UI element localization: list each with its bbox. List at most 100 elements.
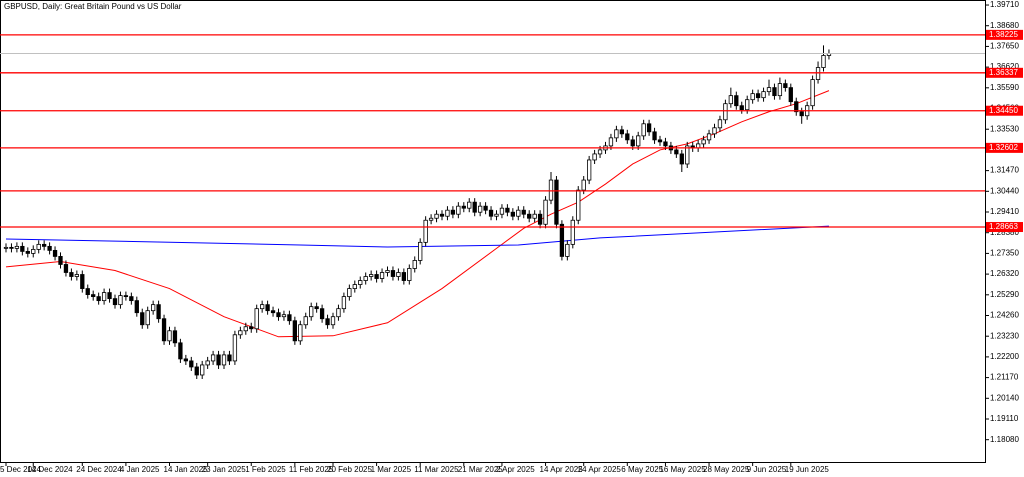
x-tick-label: 20 Feb 2025: [327, 465, 372, 474]
candle-body: [488, 209, 494, 217]
candle-body: [385, 270, 390, 273]
candle-body: [336, 308, 341, 318]
x-tick-label: 23 Jan 2025: [202, 465, 247, 474]
candle-body: [717, 119, 723, 129]
candle-body: [227, 354, 232, 362]
x-tick-label: 14 Dec 2024: [27, 465, 73, 474]
candle-body: [396, 272, 401, 277]
y-tick-label: 1.21170: [990, 373, 1019, 382]
candle-body: [516, 209, 521, 217]
candle-body: [652, 131, 657, 141]
candle-body: [679, 153, 684, 165]
candle-body: [734, 95, 739, 107]
candle-body: [439, 213, 445, 217]
x-tick-label: 28 May 2025: [703, 465, 750, 474]
candle-body: [42, 243, 47, 247]
candle-body: [592, 153, 597, 161]
candle-body: [134, 300, 139, 314]
candle-body: [450, 209, 456, 215]
candle-body: [221, 354, 227, 366]
candle-body: [777, 83, 783, 97]
x-tick-label: 14 Apr 2025: [540, 465, 584, 474]
candle-body: [330, 316, 336, 326]
candle-body: [472, 201, 477, 213]
candle-body: [232, 334, 238, 362]
candle-body: [570, 219, 575, 245]
y-tick-label: 1.20140: [990, 393, 1019, 402]
candle-body: [205, 360, 210, 366]
x-tick-label: 24 Dec 2024: [76, 465, 122, 474]
candle-body: [445, 209, 450, 217]
candle-body: [123, 295, 129, 298]
candle-body: [249, 326, 254, 330]
candle-body: [641, 123, 646, 137]
candle-body: [194, 366, 199, 376]
candle-body: [674, 149, 679, 155]
candle-body: [537, 213, 543, 225]
candle-body: [140, 312, 145, 326]
level-label: 1.28663: [989, 222, 1018, 231]
candle-body: [281, 314, 287, 318]
candle-body: [428, 217, 434, 221]
level-label-box: [986, 29, 1023, 40]
candle-body: [483, 205, 488, 211]
candle-body: [96, 296, 101, 302]
candle-body: [783, 83, 788, 89]
candle-body: [145, 310, 150, 326]
candle-body: [657, 139, 663, 143]
candle-body: [292, 320, 298, 342]
candle-body: [663, 141, 668, 147]
candle-body: [532, 213, 537, 219]
candle-body: [706, 133, 712, 141]
candle-body: [183, 358, 189, 362]
candle-body: [107, 292, 112, 300]
candle-body: [510, 211, 516, 217]
candle-body: [161, 318, 167, 342]
candle-body: [559, 223, 565, 257]
candle-body: [167, 330, 172, 342]
candle-body: [821, 55, 826, 68]
candle-body: [216, 354, 221, 366]
candle-body: [200, 364, 205, 376]
candle-body: [80, 274, 85, 289]
candle-body: [25, 250, 30, 254]
candle-body: [456, 205, 461, 215]
level-label: 1.32602: [989, 143, 1018, 152]
candle-body: [543, 199, 548, 225]
y-tick-label: 1.25290: [990, 290, 1019, 299]
level-label-box: [986, 142, 1023, 153]
candle-body: [587, 159, 592, 181]
moving-average: [5, 90, 830, 338]
candle-body: [390, 270, 396, 277]
x-tick-label: 21 Mar 2025: [458, 465, 503, 474]
moving-average: [5, 225, 829, 248]
candle-body: [259, 304, 265, 310]
x-tick-label: 14 Jan 2025: [164, 465, 209, 474]
candle-body: [172, 330, 178, 344]
y-tick-label: 1.19110: [990, 414, 1019, 423]
candle-body: [118, 295, 123, 306]
x-tick-label: 24 Apr 2025: [578, 465, 622, 474]
candle-body: [358, 280, 363, 285]
candle-body: [254, 308, 259, 330]
candle-body: [619, 129, 624, 135]
candle-body: [374, 274, 379, 279]
candle-body: [63, 264, 69, 273]
candle-body: [31, 248, 36, 254]
candle-body: [745, 99, 750, 111]
candle-body: [189, 360, 194, 368]
candle-body: [112, 298, 118, 306]
candle-body: [554, 179, 559, 225]
candle-body: [341, 296, 347, 310]
y-tick-label: 1.39710: [990, 0, 1019, 9]
candle-body: [755, 93, 761, 99]
candle-body: [85, 288, 90, 296]
level-label-box: [986, 67, 1023, 78]
candle-body: [477, 205, 483, 213]
candle-body: [739, 105, 744, 111]
y-tick-label: 1.38680: [990, 21, 1019, 30]
candle-body: [270, 310, 276, 314]
candle-body: [368, 274, 374, 277]
candle-body: [461, 205, 466, 209]
